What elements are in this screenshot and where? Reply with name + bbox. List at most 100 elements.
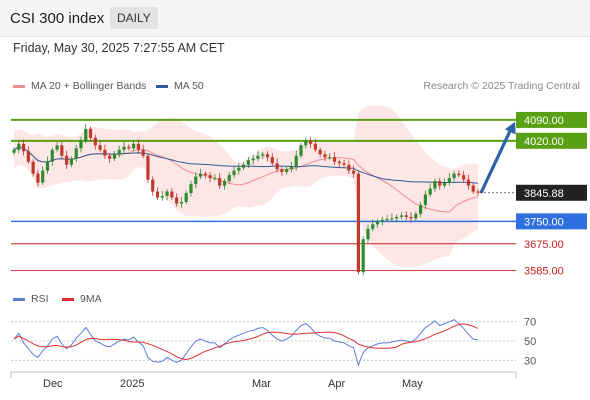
candle-body bbox=[146, 155, 150, 180]
candle-body bbox=[17, 143, 21, 150]
ma50-line bbox=[13, 146, 479, 184]
candle-body bbox=[332, 157, 337, 162]
candle-body bbox=[428, 188, 432, 195]
candle-body bbox=[74, 148, 78, 159]
candle-body bbox=[371, 224, 375, 229]
candle-body bbox=[184, 193, 188, 202]
candle-body bbox=[65, 155, 69, 165]
candle-body bbox=[462, 175, 466, 180]
candle-body bbox=[170, 191, 174, 198]
candle-body bbox=[222, 181, 227, 186]
candle-body bbox=[375, 221, 380, 225]
candle-body bbox=[55, 145, 59, 150]
candle-body bbox=[198, 173, 203, 177]
candle-body bbox=[308, 140, 313, 144]
candle-body bbox=[438, 181, 442, 186]
rsi-9ma-line bbox=[13, 323, 479, 361]
candle-body bbox=[466, 179, 471, 186]
legend-item-bollinger: MA 20 + Bollinger Bands bbox=[13, 80, 146, 92]
candle-body bbox=[155, 191, 160, 198]
candle-body bbox=[275, 163, 279, 170]
chart-header: CSI 300 index DAILY bbox=[0, 0, 590, 37]
x-tick-label: Dec bbox=[43, 378, 63, 390]
candle-body bbox=[476, 191, 480, 193]
candle-body bbox=[203, 173, 207, 176]
candle-body bbox=[21, 143, 26, 152]
candle-body bbox=[256, 155, 260, 159]
level-label-support: 3675.00 bbox=[524, 239, 564, 251]
level-label-resistance: 4090.00 bbox=[524, 115, 564, 127]
current-price-label: 3845.88 bbox=[524, 188, 564, 200]
candle-body bbox=[352, 170, 356, 174]
candle-body bbox=[232, 170, 236, 176]
candle-body bbox=[337, 161, 341, 164]
candle-body bbox=[318, 149, 322, 155]
rsi-level-label: 50 bbox=[524, 336, 536, 348]
level-label-support: 3585.00 bbox=[524, 266, 564, 278]
candle-body bbox=[299, 145, 303, 156]
legend-item-ma50: MA 50 bbox=[156, 80, 204, 92]
x-tick-label: May bbox=[402, 378, 423, 390]
candle-body bbox=[127, 146, 131, 149]
candle-body bbox=[457, 173, 461, 176]
candle-body bbox=[103, 149, 107, 156]
candle-body bbox=[26, 151, 30, 162]
candle-body bbox=[41, 170, 45, 183]
candle-body bbox=[88, 128, 93, 138]
projection-arrow-line bbox=[479, 128, 513, 194]
candle-body bbox=[79, 140, 83, 149]
candle-body bbox=[366, 228, 370, 240]
rsi-line bbox=[13, 319, 479, 367]
candle-body bbox=[151, 179, 155, 192]
legend-item-9ma: 9MA bbox=[62, 293, 102, 305]
candle-body bbox=[442, 182, 447, 186]
candle-body bbox=[12, 149, 16, 153]
candle-body bbox=[285, 169, 289, 173]
candle-body bbox=[69, 158, 74, 165]
candle-body bbox=[50, 149, 54, 162]
candle-body bbox=[414, 213, 418, 219]
candle-body bbox=[251, 158, 255, 161]
candle-body bbox=[294, 155, 298, 167]
candle-body bbox=[237, 167, 241, 171]
candle-body bbox=[342, 163, 346, 165]
candle-body bbox=[93, 137, 97, 146]
candle-body bbox=[208, 175, 212, 179]
candle-body bbox=[194, 176, 198, 185]
timeframe-badge[interactable]: DAILY bbox=[110, 7, 158, 29]
candle-body bbox=[418, 204, 423, 214]
candle-body bbox=[356, 173, 361, 273]
candle-body bbox=[112, 154, 117, 159]
candle-body bbox=[45, 161, 50, 171]
projection-arrow-head bbox=[504, 121, 516, 135]
candle-body bbox=[380, 219, 384, 222]
candle-body bbox=[433, 181, 437, 189]
legend-item-rsi: RSI bbox=[13, 293, 49, 305]
candle-body bbox=[36, 173, 40, 183]
candle-body bbox=[395, 216, 399, 219]
candle-body bbox=[165, 191, 169, 197]
credit-text: Research © 2025 Trading Central bbox=[423, 80, 580, 92]
candle-body bbox=[409, 216, 413, 219]
rsi-level-label: 70 bbox=[524, 317, 536, 329]
x-tick-label: Apr bbox=[328, 378, 345, 390]
candle-body bbox=[471, 185, 475, 192]
candles bbox=[12, 123, 480, 276]
candle-body bbox=[390, 218, 394, 220]
candle-body bbox=[385, 218, 389, 220]
candle-body bbox=[136, 143, 140, 150]
rsi-level-label: 30 bbox=[524, 355, 536, 367]
candle-body bbox=[98, 145, 102, 150]
x-tick-label: Mar bbox=[252, 378, 271, 390]
current-price-tag bbox=[516, 184, 587, 201]
candle-body bbox=[84, 128, 88, 141]
candle-body bbox=[452, 173, 456, 179]
rsi-swatch bbox=[13, 297, 25, 301]
candle-body bbox=[347, 164, 351, 171]
x-tick-label: 2025 bbox=[120, 378, 144, 390]
timestamp: Friday, May 30, 2025 7:27:55 AM CET bbox=[13, 41, 225, 55]
candle-body bbox=[304, 140, 308, 146]
instrument-title: CSI 300 index bbox=[10, 10, 105, 27]
9ma-swatch bbox=[62, 297, 74, 301]
